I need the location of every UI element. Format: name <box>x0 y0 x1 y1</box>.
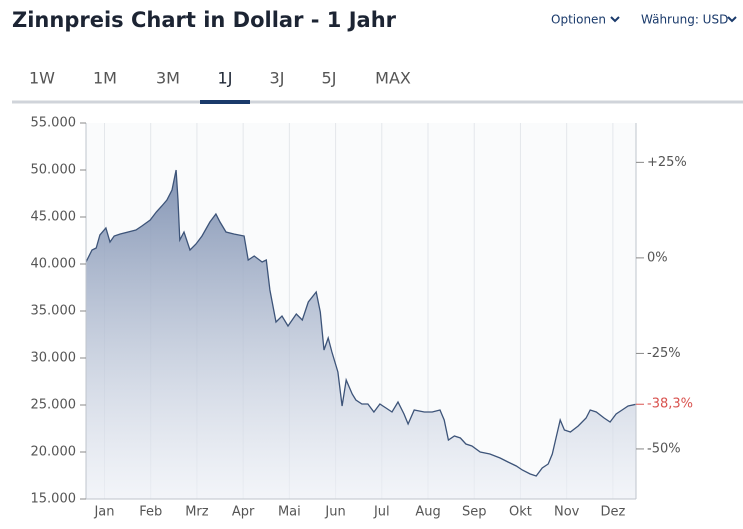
x-tick-label: Aug <box>415 505 440 520</box>
x-tick-label: Jan <box>93 505 114 520</box>
tab[interactable]: 1J <box>218 69 233 88</box>
y-tick-label: 40.000 <box>31 257 77 272</box>
x-tick-label: Mai <box>278 505 301 520</box>
tab[interactable]: 5J <box>322 69 337 88</box>
options-label[interactable]: Optionen <box>551 13 606 27</box>
page-title: Zinnpreis Chart in Dollar - 1 Jahr <box>12 8 397 32</box>
x-tick-label: Apr <box>232 505 255 520</box>
chevron <box>727 16 737 23</box>
options-menu[interactable]: Optionen <box>551 13 620 27</box>
x-tick-label: Jul <box>373 505 390 520</box>
area <box>86 170 636 499</box>
y-tick-label: 45.000 <box>31 210 77 225</box>
current-change-label: -38,3% <box>647 397 693 412</box>
x-tick-label: Nov <box>554 505 580 520</box>
y-tick-label: 35.000 <box>31 304 77 319</box>
y2-tick-label: 0% <box>647 250 668 265</box>
y2-tick-label: +25% <box>647 155 687 170</box>
y-tick-label: 30.000 <box>31 351 77 366</box>
x-tick-label: Dez <box>600 505 625 520</box>
chevron <box>610 16 620 23</box>
y2-tick-label: -50% <box>647 441 681 456</box>
tab[interactable]: 3J <box>270 69 285 88</box>
tab-bar: 1W 1M 3M 1J 3J 5J MAX <box>29 69 411 104</box>
x-tick-label: Sep <box>462 505 487 520</box>
tab-active-indicator <box>200 100 250 104</box>
tab[interactable]: MAX <box>375 69 411 88</box>
tab[interactable]: 1M <box>93 69 117 88</box>
y2-tick-label: -25% <box>647 346 681 361</box>
y-tick-label: 55.000 <box>31 116 77 131</box>
y-tick-label: 15.000 <box>31 492 77 507</box>
currency-label[interactable]: Währung: USD <box>641 13 728 27</box>
x-tick-label: Feb <box>139 505 162 520</box>
chart: Jan Feb Mrz Apr Mai Jun Jul Aug Sep Okt Nov Dez 15.0… <box>31 116 694 520</box>
tab[interactable]: 1W <box>29 69 55 88</box>
y-tick-label: 25.000 <box>31 398 77 413</box>
x-tick-label: Mrz <box>185 505 209 520</box>
tab[interactable]: 3M <box>156 69 180 88</box>
x-tick-label: Okt <box>509 505 532 520</box>
y-tick-label: 20.000 <box>31 445 77 460</box>
line <box>85 169 637 477</box>
x-tick-label: Jun <box>324 505 345 520</box>
currency-menu[interactable]: Währung: USD <box>641 13 737 27</box>
y-tick-label: 50.000 <box>31 163 77 178</box>
